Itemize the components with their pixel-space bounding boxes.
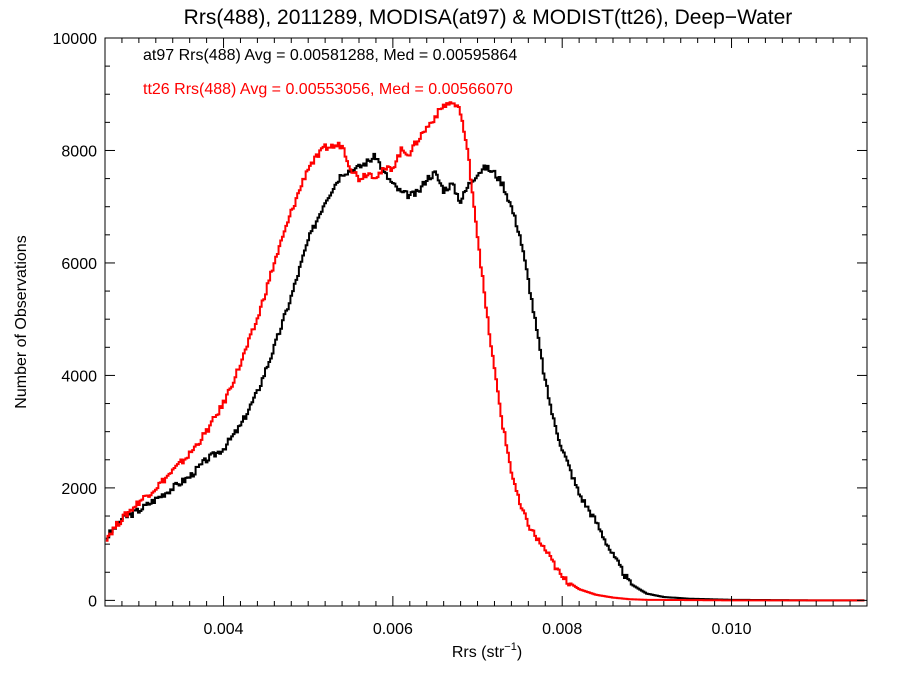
y-tick-label: 8000	[61, 143, 97, 160]
series-layer	[105, 101, 865, 602]
x-axis-label-main: Rrs (str	[452, 644, 505, 661]
y-tick-label: 4000	[61, 368, 97, 385]
y-tick-label: 0	[88, 593, 97, 610]
plot-frame	[104, 37, 868, 607]
y-axis-label: Number of Observations	[13, 235, 30, 408]
x-tick-label: 0.008	[542, 621, 582, 638]
series-line-tt26	[105, 101, 865, 602]
legend-entry-at97: at97 Rrs(488) Avg = 0.00581288, Med = 0.…	[143, 47, 517, 64]
series-line-at97	[105, 152, 865, 602]
y-tick-label: 6000	[61, 256, 97, 273]
x-tick-label: 0.006	[373, 621, 413, 638]
y-tick-label: 10000	[53, 31, 98, 48]
y-tick-label: 2000	[61, 481, 97, 498]
legend-entry-tt26: tt26 Rrs(488) Avg = 0.00553056, Med = 0.…	[143, 81, 513, 98]
ticks-layer	[105, 37, 867, 606]
x-axis-label-superscript: −1	[504, 641, 517, 653]
x-axis-label: Rrs (str−1)	[452, 641, 522, 661]
x-tick-label: 0.010	[712, 621, 752, 638]
x-tick-label: 0.004	[204, 621, 244, 638]
x-axis-label-end: )	[517, 644, 522, 661]
chart-title: Rrs(488), 2011289, MODISA(at97) & MODIST…	[184, 6, 793, 29]
tick-labels-layer: 0.004 0.006 0.008 0.010 0 2000 4000 6000 8000 100…	[53, 31, 752, 638]
